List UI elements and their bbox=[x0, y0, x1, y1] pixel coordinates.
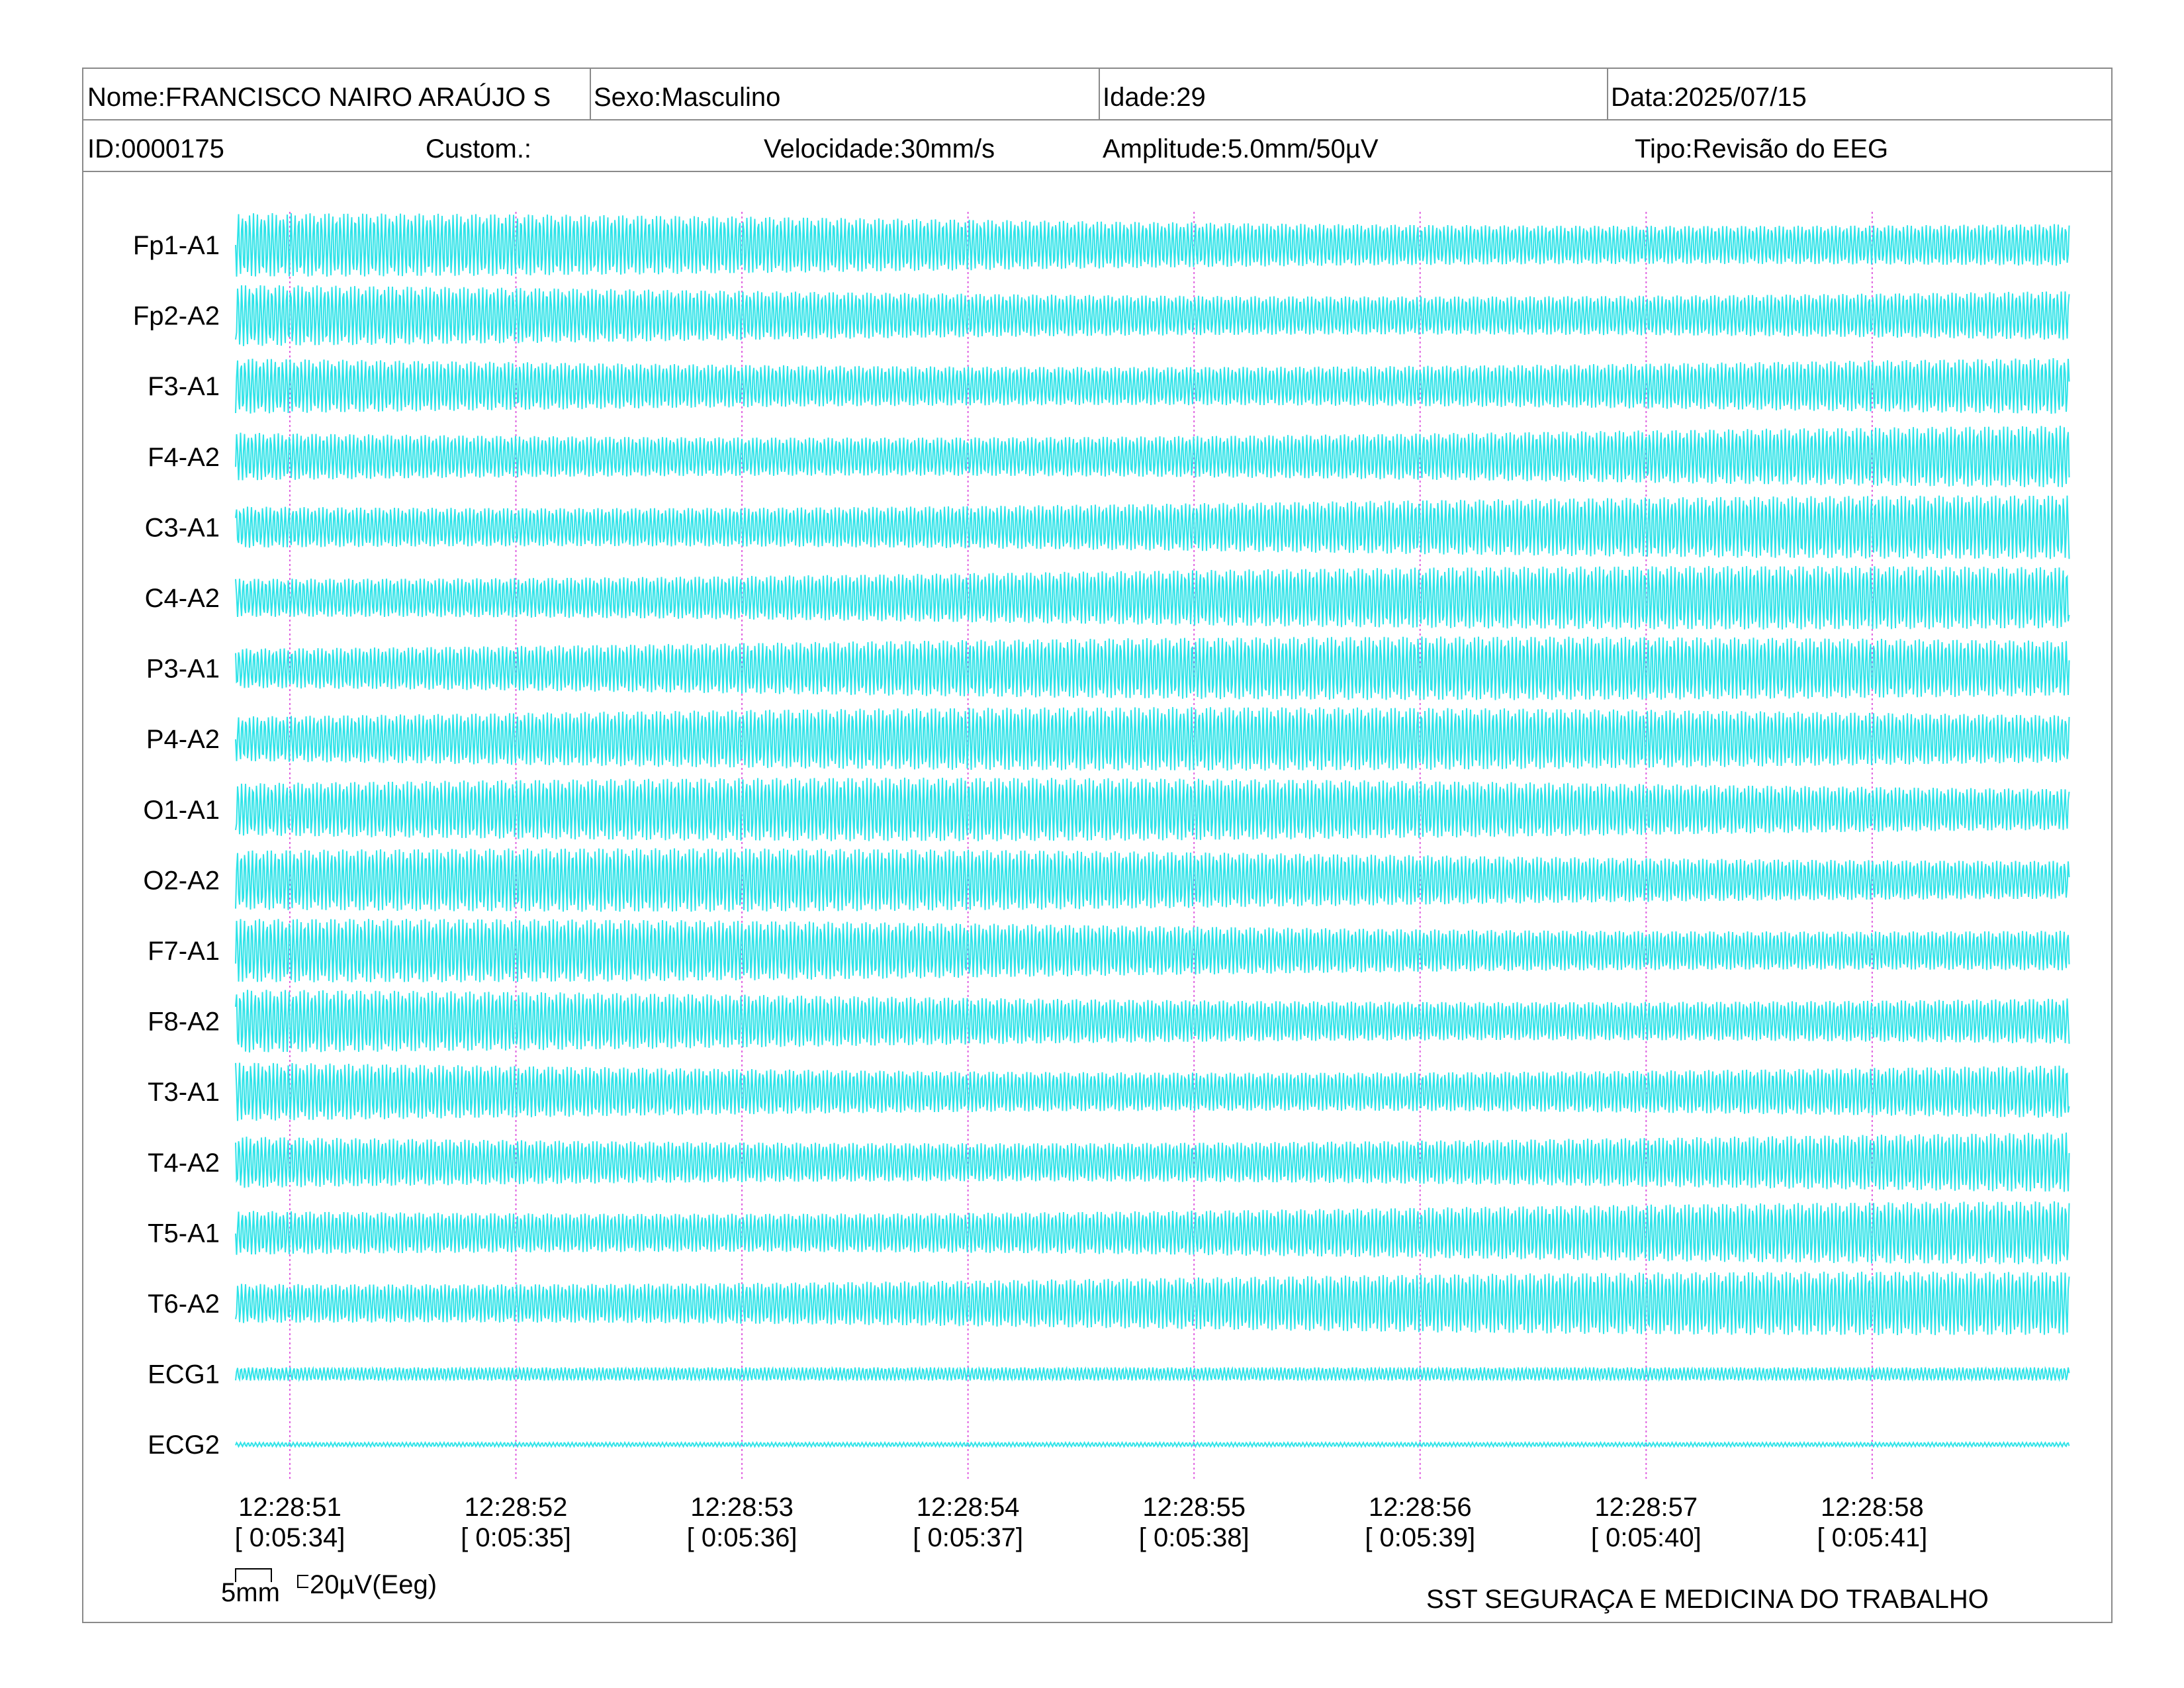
scale-bar bbox=[235, 1568, 308, 1588]
channel-label: T4-A2 bbox=[148, 1149, 220, 1178]
channel-label: O1-A1 bbox=[143, 796, 220, 825]
header-bottom-rule bbox=[82, 171, 2113, 172]
patient-name-field: Nome:FRANCISCO NAIRO ARAÚJO S bbox=[87, 83, 551, 112]
channel-label: C4-A2 bbox=[145, 584, 220, 613]
scale-amplitude-label: 20µV(Eeg) bbox=[310, 1570, 437, 1599]
time-tick-clock: 12:28:51 bbox=[238, 1493, 341, 1522]
time-tick-elapsed: [ 0:05:35] bbox=[461, 1523, 571, 1552]
trace-f7-a1 bbox=[235, 918, 2070, 982]
time-tick-clock: 12:28:58 bbox=[1821, 1493, 1924, 1522]
time-tick-clock: 12:28:55 bbox=[1142, 1493, 1246, 1522]
patient-sex-field: Sexo:Masculino bbox=[594, 83, 781, 112]
trace-p4-a2 bbox=[235, 707, 2070, 771]
channel-label: P3-A1 bbox=[146, 655, 220, 684]
channel-label: Fp1-A1 bbox=[133, 231, 220, 260]
trace-fp2-a2 bbox=[235, 285, 2070, 346]
trace-f4-a2 bbox=[235, 426, 2070, 488]
custom-field: Custom.: bbox=[426, 134, 532, 164]
trace-t3-a1 bbox=[235, 1062, 2070, 1121]
trace-t5-a1 bbox=[235, 1201, 2070, 1264]
channel-label: F3-A1 bbox=[148, 372, 220, 401]
speed-field: Velocidade:30mm/s bbox=[764, 134, 995, 164]
time-tick-elapsed: [ 0:05:34] bbox=[235, 1523, 345, 1552]
trace-o2-a2 bbox=[235, 848, 2070, 912]
trace-p3-a1 bbox=[235, 636, 2070, 700]
header-cell-divider bbox=[1607, 68, 1608, 119]
channel-labels: Fp1-A1 Fp2-A2 F3-A1 F4-A2 C3-A1 C4-A2 P3-A1 P4-… bbox=[133, 231, 220, 1460]
time-tick-clock: 12:28:56 bbox=[1369, 1493, 1472, 1522]
header-divider bbox=[82, 119, 2113, 120]
scale-time-label: 5mm bbox=[221, 1578, 280, 1607]
amplitude-field: Amplitude:5.0mm/50µV bbox=[1103, 134, 1379, 164]
time-tick-elapsed: [ 0:05:41] bbox=[1817, 1523, 1927, 1552]
time-tick-labels: 12:28:51[ 0:05:34] 12:28:52[ 0:05:35] 12:2… bbox=[235, 1493, 1928, 1552]
channel-label: P4-A2 bbox=[146, 725, 220, 754]
channel-label: F8-A2 bbox=[148, 1008, 220, 1037]
exam-date-field: Data:2025/07/15 bbox=[1611, 83, 1807, 112]
second-markers bbox=[289, 212, 1873, 1480]
trace-f3-a1 bbox=[235, 357, 2070, 414]
organization-name: SST SEGURAÇA E MEDICINA DO TRABALHO bbox=[1426, 1585, 1989, 1614]
trace-c4-a2 bbox=[235, 566, 2070, 630]
channel-label: O2-A2 bbox=[143, 866, 220, 895]
channel-label: Fp2-A2 bbox=[133, 302, 220, 331]
time-tick-elapsed: [ 0:05:37] bbox=[913, 1523, 1023, 1552]
channel-label: ECG1 bbox=[148, 1360, 220, 1389]
trace-fp1-a1 bbox=[235, 212, 2070, 277]
channel-label: C3-A1 bbox=[145, 513, 220, 542]
trace-c3-a1 bbox=[235, 495, 2070, 559]
header-cell-divider bbox=[1099, 68, 1100, 119]
trace-o1-a1 bbox=[235, 777, 2070, 841]
trace-t4-a2 bbox=[235, 1132, 2070, 1192]
channel-traces bbox=[235, 212, 2070, 1448]
channel-label: F7-A1 bbox=[148, 937, 220, 966]
time-tick-elapsed: [ 0:05:40] bbox=[1591, 1523, 1702, 1552]
patient-id-field: ID:0000175 bbox=[87, 134, 224, 164]
time-tick-clock: 12:28:52 bbox=[465, 1493, 568, 1522]
trace-ecg1 bbox=[235, 1366, 2070, 1382]
channel-label: T3-A1 bbox=[148, 1078, 220, 1107]
channel-label: T6-A2 bbox=[148, 1289, 220, 1319]
trace-f8-a2 bbox=[235, 990, 2070, 1053]
trace-ecg2 bbox=[235, 1440, 2070, 1448]
review-type-field: Tipo:Revisão do EEG bbox=[1635, 134, 1889, 164]
channel-label: F4-A2 bbox=[148, 443, 220, 472]
time-tick-elapsed: [ 0:05:39] bbox=[1365, 1523, 1475, 1552]
header-cell-divider bbox=[590, 68, 591, 119]
channel-label: T5-A1 bbox=[148, 1219, 220, 1248]
report-frame bbox=[82, 68, 2113, 1623]
trace-t6-a2 bbox=[235, 1272, 2070, 1336]
time-tick-clock: 12:28:53 bbox=[690, 1493, 794, 1522]
patient-age-field: Idade:29 bbox=[1103, 83, 1206, 112]
time-tick-elapsed: [ 0:05:38] bbox=[1139, 1523, 1250, 1552]
time-tick-clock: 12:28:54 bbox=[917, 1493, 1020, 1522]
time-tick-clock: 12:28:57 bbox=[1594, 1493, 1698, 1522]
channel-label: ECG2 bbox=[148, 1430, 220, 1460]
time-tick-elapsed: [ 0:05:36] bbox=[687, 1523, 797, 1552]
